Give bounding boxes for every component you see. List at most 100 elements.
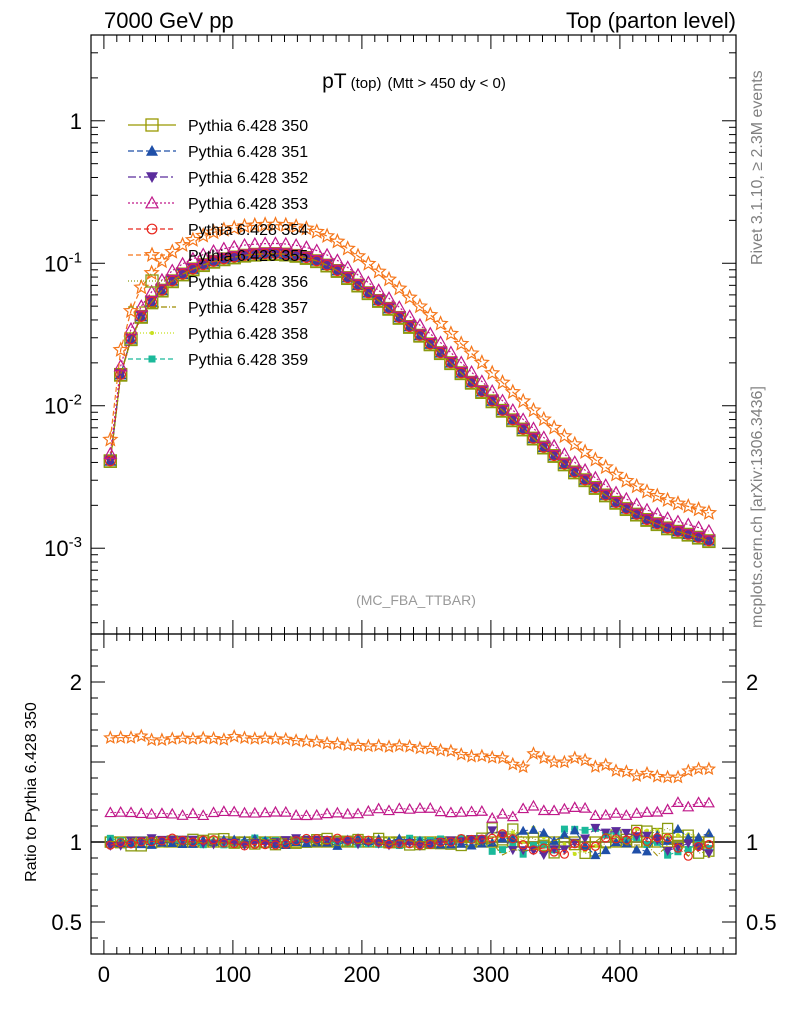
marker bbox=[250, 839, 260, 849]
marker bbox=[405, 839, 415, 849]
marker bbox=[350, 737, 366, 752]
marker bbox=[154, 732, 170, 747]
marker bbox=[258, 236, 273, 249]
marker bbox=[424, 338, 436, 350]
marker bbox=[134, 728, 149, 743]
legend-label: Pythia 6.428 355 bbox=[188, 248, 308, 265]
marker bbox=[505, 756, 520, 771]
marker bbox=[562, 842, 567, 847]
marker bbox=[581, 826, 589, 834]
marker bbox=[599, 808, 612, 820]
marker bbox=[454, 355, 469, 369]
marker bbox=[433, 335, 448, 348]
legend-label: Pythia 6.428 350 bbox=[188, 118, 308, 135]
marker bbox=[463, 344, 480, 361]
marker bbox=[143, 246, 161, 262]
marker bbox=[206, 730, 221, 745]
marker bbox=[217, 805, 230, 817]
marker bbox=[143, 264, 160, 280]
marker bbox=[650, 768, 665, 783]
marker bbox=[134, 299, 149, 312]
marker bbox=[260, 839, 270, 850]
marker bbox=[579, 801, 592, 813]
marker bbox=[593, 843, 598, 848]
marker bbox=[126, 839, 136, 849]
marker bbox=[537, 804, 550, 816]
marker bbox=[340, 737, 355, 752]
marker bbox=[618, 472, 635, 488]
marker bbox=[116, 838, 126, 848]
marker bbox=[237, 237, 252, 251]
marker bbox=[509, 840, 517, 848]
series-350 bbox=[103, 247, 716, 548]
marker bbox=[197, 809, 210, 821]
legend-label: Pythia 6.428 352 bbox=[188, 170, 308, 187]
marker bbox=[487, 826, 498, 836]
ratio-series-355 bbox=[103, 728, 717, 784]
marker bbox=[228, 805, 241, 817]
marker bbox=[278, 731, 293, 746]
marker bbox=[184, 231, 202, 247]
marker bbox=[476, 386, 488, 398]
marker bbox=[331, 806, 344, 818]
marker bbox=[559, 829, 570, 839]
marker bbox=[298, 220, 315, 236]
marker bbox=[540, 841, 548, 849]
marker bbox=[167, 835, 178, 845]
marker bbox=[651, 805, 664, 817]
marker bbox=[497, 829, 508, 839]
marker bbox=[154, 272, 169, 286]
marker bbox=[187, 835, 198, 845]
marker bbox=[166, 807, 179, 819]
marker bbox=[391, 279, 408, 296]
marker bbox=[277, 216, 294, 233]
marker bbox=[660, 511, 675, 524]
marker bbox=[329, 233, 346, 249]
marker bbox=[197, 259, 209, 271]
marker bbox=[661, 522, 674, 534]
marker bbox=[319, 735, 335, 750]
marker bbox=[360, 255, 377, 271]
marker bbox=[312, 834, 322, 844]
marker bbox=[692, 796, 705, 808]
marker bbox=[362, 287, 374, 299]
marker bbox=[423, 740, 438, 755]
marker bbox=[207, 806, 220, 818]
marker bbox=[650, 506, 665, 520]
marker bbox=[556, 427, 573, 444]
marker bbox=[270, 840, 281, 850]
marker bbox=[373, 295, 385, 307]
marker bbox=[528, 845, 539, 855]
marker bbox=[165, 731, 180, 745]
marker bbox=[237, 730, 252, 745]
marker bbox=[652, 833, 662, 843]
ratio-y-tick-label: 2 bbox=[70, 670, 82, 695]
marker bbox=[123, 321, 139, 335]
marker bbox=[402, 738, 417, 753]
ratio-y-tick-label-right: 2 bbox=[746, 670, 758, 695]
legend-item: Pythia 6.428 358 bbox=[128, 326, 308, 343]
marker bbox=[672, 823, 683, 833]
marker bbox=[629, 768, 644, 783]
marker bbox=[257, 730, 273, 745]
marker bbox=[299, 240, 314, 253]
legend: Pythia 6.428 350 Pythia 6.428 351 Pythia 6… bbox=[128, 118, 308, 369]
marker bbox=[559, 849, 570, 859]
marker bbox=[424, 802, 437, 813]
marker bbox=[228, 251, 241, 263]
series-355 bbox=[102, 216, 718, 520]
marker bbox=[453, 335, 470, 351]
marker bbox=[247, 731, 262, 745]
marker bbox=[103, 446, 118, 460]
marker bbox=[146, 223, 158, 235]
marker bbox=[588, 759, 603, 773]
marker bbox=[425, 839, 435, 849]
marker bbox=[453, 746, 469, 761]
marker bbox=[412, 317, 427, 331]
marker bbox=[505, 402, 520, 416]
marker bbox=[702, 796, 715, 808]
marker bbox=[517, 802, 530, 814]
marker bbox=[549, 845, 560, 855]
marker bbox=[684, 845, 692, 853]
marker bbox=[474, 374, 489, 387]
